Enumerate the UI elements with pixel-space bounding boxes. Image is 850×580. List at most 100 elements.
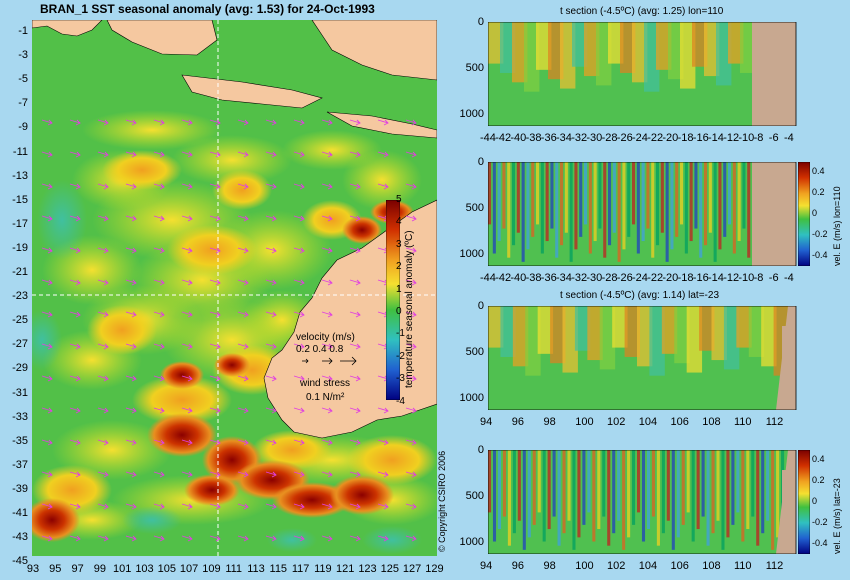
- depth-tick-label: 500: [465, 490, 484, 502]
- velocity-legend-values: 0.2 0.4 0.8: [296, 344, 344, 355]
- velocity-colorbar-tick: 0.2: [812, 187, 825, 197]
- velocity-section-plot: [488, 162, 797, 266]
- lat-tick-label: -39: [12, 482, 28, 495]
- section-x-tick-label: 110: [734, 560, 752, 572]
- lat-tick-label: -7: [18, 97, 28, 110]
- section-x-tick-label: 104: [638, 416, 658, 428]
- velocity-colorbar-tick: 0.2: [812, 475, 825, 485]
- section-x-tick-label: -12: [723, 272, 740, 284]
- velocity-legend-title: velocity (m/s): [296, 332, 355, 343]
- velocity-legend-arrows: [302, 356, 357, 366]
- section-x-tick-label: -44: [480, 132, 496, 144]
- lat-tick-label: -35: [12, 434, 28, 447]
- wind-legend-value: 0.1 N/m²: [306, 392, 345, 403]
- depth-tick-label: 1000: [459, 392, 484, 404]
- section-x-tick-label: -24: [632, 272, 648, 284]
- section-x-tick-label: -14: [708, 272, 724, 284]
- section-x-tick-label: -20: [662, 272, 679, 284]
- section-x-tick-label: -22: [647, 272, 664, 284]
- section-x-tick-label: -8: [753, 272, 764, 284]
- sumatra-land: [32, 20, 103, 37]
- depth-tick-label: 0: [477, 156, 484, 168]
- colorbar-tick-label: -3: [396, 373, 405, 385]
- section-x-tick-label: 112: [765, 416, 784, 428]
- section-x-tick-label: -18: [677, 272, 694, 284]
- section-x-tick-label: -26: [616, 132, 633, 144]
- main-map-title: BRAN_1 SST seasonal anomaly (avg: 1.53) …: [40, 2, 375, 16]
- section-x-tick-label: 96: [511, 560, 524, 572]
- section-x-tick-label: 100: [575, 416, 594, 428]
- velocity-colorbar-tick: -0.4: [812, 250, 828, 260]
- lat-tick-label: -33: [12, 410, 28, 423]
- section-x-tick-label: 96: [511, 416, 524, 428]
- section-x-tick-label: -34: [556, 132, 572, 144]
- lon-tick-label: 117: [291, 563, 310, 575]
- depth-tick-label: 1000: [459, 108, 484, 120]
- section-x-tick-label: -26: [616, 272, 633, 284]
- section-x-tick-label: -8: [753, 132, 764, 144]
- section-x-tick-label: -4: [784, 132, 794, 144]
- lon-tick-label: 115: [269, 563, 288, 575]
- lon-tick-label: 121: [336, 563, 355, 575]
- section-x-tick-label: 104: [638, 560, 658, 572]
- section-x-tick-label: 98: [543, 416, 556, 428]
- wind-legend-title: wind stress: [300, 378, 351, 389]
- lat-tick-label: -27: [12, 338, 28, 351]
- lat-tick-label: -43: [12, 531, 28, 544]
- lat-tick-label: -5: [18, 73, 28, 86]
- section-x-tick-label: -40: [510, 272, 527, 284]
- velocity-colorbar-label: vel. E (m/s) lat=-23: [832, 478, 842, 554]
- colorbar-tick-label: 3: [396, 238, 402, 250]
- section-x-tick-label: -38: [525, 272, 542, 284]
- velocity-section-plot: [488, 450, 797, 554]
- colorbar-tick-label: 4: [396, 216, 402, 228]
- section-x-tick-label: -20: [662, 132, 679, 144]
- velocity-colorbar: [798, 450, 810, 554]
- section-x-tick-label: -30: [586, 132, 603, 144]
- colorbar-tick-label: -2: [396, 350, 405, 362]
- colorbar-tick-label: -4: [396, 395, 405, 407]
- lon-tick-label: 105: [157, 563, 176, 575]
- velocity-colorbar-tick: -0.2: [812, 517, 828, 527]
- borneo-land: [106, 20, 218, 56]
- velocity-colorbar-label: vel. E (m/s) lon=110: [832, 186, 842, 266]
- colorbar-tick-label: 2: [396, 261, 402, 273]
- section-x-tick-label: -38: [525, 132, 542, 144]
- lon-tick-label: 127: [402, 563, 422, 575]
- lat-tick-label: -25: [12, 314, 28, 327]
- section-x-tick-label: -32: [571, 272, 588, 284]
- lon-tick-label: 113: [247, 563, 265, 575]
- velocity-colorbar-tick: 0.4: [812, 166, 825, 176]
- section-x-tick-label: -16: [692, 272, 709, 284]
- section-x-tick-label: -44: [480, 272, 496, 284]
- section-x-tick-label: -28: [601, 132, 618, 144]
- section-x-tick-label: -10: [738, 132, 755, 144]
- section-x-tick-label: -12: [723, 132, 740, 144]
- depth-tick-label: 1000: [459, 248, 484, 260]
- depth-tick-label: 500: [465, 346, 484, 358]
- lon-tick-label: 95: [49, 563, 62, 575]
- lat-tick-label: -1: [18, 25, 28, 37]
- lat-tick-label: -3: [18, 49, 28, 62]
- lat-tick-label: -19: [12, 241, 28, 254]
- section-x-tick-label: -6: [768, 272, 779, 284]
- velocity-colorbar-tick: 0: [812, 208, 818, 218]
- panel-title: t section (-4.5ºC) (avg: 1.25) lon=110: [560, 6, 724, 17]
- section-x-tick-label: -42: [495, 132, 512, 144]
- section-x-tick-label: -40: [510, 132, 527, 144]
- sulawesi-land: [311, 20, 437, 81]
- section-x-tick-label: -32: [571, 132, 588, 144]
- lon-tick-label: 97: [71, 563, 84, 575]
- section-x-tick-label: 94: [480, 416, 493, 428]
- lat-tick-label: -17: [12, 217, 28, 230]
- velocity-colorbar: [798, 162, 810, 266]
- colorbar-tick-label: 5: [396, 194, 402, 205]
- section-x-tick-label: -28: [601, 272, 618, 284]
- depth-tick-label: 0: [477, 16, 484, 28]
- section-x-tick-label: 108: [702, 416, 721, 428]
- panel-title: t section (-4.5ºC) (avg: 1.14) lat=-23: [560, 290, 719, 301]
- section-x-tick-label: 110: [734, 416, 752, 428]
- lat-tick-label: -21: [12, 266, 28, 278]
- depth-tick-label: 500: [465, 202, 484, 214]
- section-x-tick-label: -6: [768, 132, 779, 144]
